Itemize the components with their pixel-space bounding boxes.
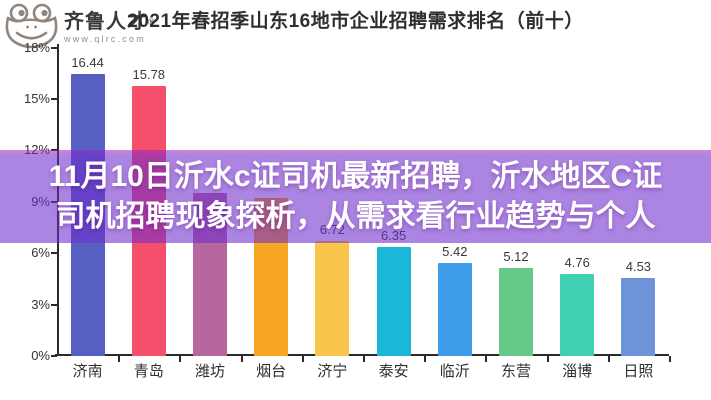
x-category-label: 泰安 xyxy=(378,363,409,380)
bar-value-label: 5.42 xyxy=(442,244,468,260)
bar-泰安 xyxy=(376,247,411,356)
bar-日照 xyxy=(621,278,656,356)
y-tick-mark xyxy=(51,46,57,49)
page-title: 2021年春招季山东16地市企业招聘需求排名（前十） xyxy=(127,11,584,32)
logo-brand-name: 齐鲁人才® xyxy=(64,11,156,33)
x-tick-mark xyxy=(240,356,243,362)
y-tick-label: 0% xyxy=(31,348,50,363)
bar-value-label: 4.76 xyxy=(564,255,590,271)
x-tick-mark xyxy=(179,356,182,362)
x-category-label: 青岛 xyxy=(133,363,164,380)
y-tick-label: 3% xyxy=(31,296,50,312)
x-category-label: 东营 xyxy=(500,363,531,380)
x-tick-mark xyxy=(546,356,549,362)
y-tick-label: 15% xyxy=(23,90,50,106)
x-category-label: 日照 xyxy=(623,363,654,380)
x-category-label: 济南 xyxy=(72,363,103,380)
x-category-label: 临沂 xyxy=(439,363,470,380)
x-tick-mark xyxy=(424,356,427,362)
x-category-label: 济宁 xyxy=(317,363,348,380)
x-category-label: 烟台 xyxy=(256,363,287,380)
logo-text: 齐鲁人才® www.qlrc.com xyxy=(64,3,156,44)
x-tick-mark xyxy=(118,356,121,362)
bar-value-label: 15.78 xyxy=(132,66,166,82)
overlay-banner-line1: 11月10日沂水c证司机最新招聘，沂水地区C证 xyxy=(48,159,663,193)
y-tick-mark xyxy=(51,303,57,306)
y-tick-label: 6% xyxy=(31,245,50,261)
overlay-banner-line2: 司机招聘现象探析，从需求看行业趋势与个人 xyxy=(55,199,656,233)
frog-logo-icon xyxy=(5,3,58,49)
x-category-label: 淄博 xyxy=(562,363,593,380)
x-tick-mark xyxy=(607,356,610,362)
qlrc-logo: 齐鲁人才® www.qlrc.com xyxy=(4,3,156,49)
y-tick-mark xyxy=(51,355,57,357)
y-tick-mark xyxy=(51,97,57,100)
overlay-banner: 11月10日沂水c证司机最新招聘，沂水地区C证 司机招聘现象探析，从需求看行业趋… xyxy=(0,150,711,243)
bar-value-label: 4.53 xyxy=(625,259,652,275)
x-tick-mark xyxy=(485,356,488,362)
bar-淄博 xyxy=(560,274,595,356)
bar-济宁 xyxy=(315,240,350,356)
x-tick-mark xyxy=(363,356,365,362)
bar-临沂 xyxy=(437,263,472,356)
x-category-label: 潍坊 xyxy=(194,363,225,380)
y-tick-label: 18% xyxy=(23,39,50,55)
x-tick-mark xyxy=(669,356,671,362)
x-tick-mark xyxy=(301,356,304,362)
x-axis-line xyxy=(55,354,669,356)
bar-东营 xyxy=(499,268,533,356)
y-tick-mark xyxy=(51,252,57,255)
logo-website-url: www.qlrc.com xyxy=(64,34,146,44)
bar-value-label: 16.44 xyxy=(71,55,104,71)
bar-value-label: 5.12 xyxy=(503,249,529,265)
registered-trademark-mark: ® xyxy=(148,17,156,27)
